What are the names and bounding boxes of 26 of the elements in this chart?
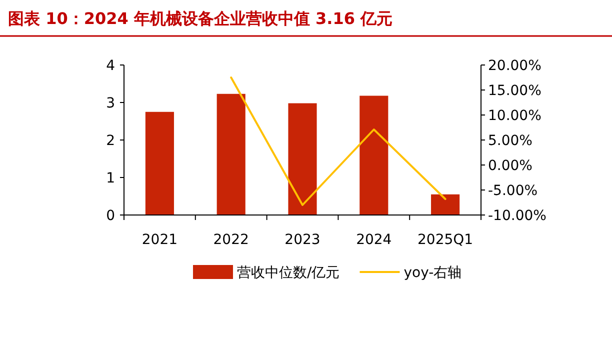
bar — [216, 94, 246, 215]
bar — [145, 112, 174, 215]
y-tick-label: 1 — [106, 170, 115, 186]
x-tick-label: 2021 — [142, 232, 178, 248]
y-tick-label: 3 — [106, 96, 115, 112]
line-series — [230, 76, 446, 206]
bar — [431, 194, 460, 215]
bar — [288, 103, 317, 215]
y2-tick-label: -10.00% — [488, 208, 546, 224]
y2-tick-label: -5.00% — [488, 183, 538, 199]
chart-title: 图表 10：2024 年机械设备企业营收中值 3.16 亿元 — [8, 9, 393, 28]
y2-tick-label: 0.00% — [488, 158, 532, 174]
x-tick-label: 2024 — [356, 232, 392, 248]
x-tick-label: 2025Q1 — [418, 232, 474, 248]
y-tick-label: 2 — [106, 133, 115, 149]
y2-tick-label: 15.00% — [488, 83, 542, 99]
x-tick-label: 2023 — [284, 232, 320, 248]
y2-tick-label: 20.00% — [488, 58, 542, 74]
legend-label: yoy-右轴 — [404, 265, 462, 281]
legend-label: 营收中位数/亿元 — [237, 265, 340, 281]
y-tick-label: 0 — [106, 208, 115, 224]
y2-tick-label: 5.00% — [488, 133, 532, 149]
y-tick-label: 4 — [106, 58, 116, 74]
bar — [360, 96, 388, 215]
y2-tick-label: 10.00% — [488, 108, 542, 124]
x-tick-label: 2022 — [213, 232, 249, 248]
